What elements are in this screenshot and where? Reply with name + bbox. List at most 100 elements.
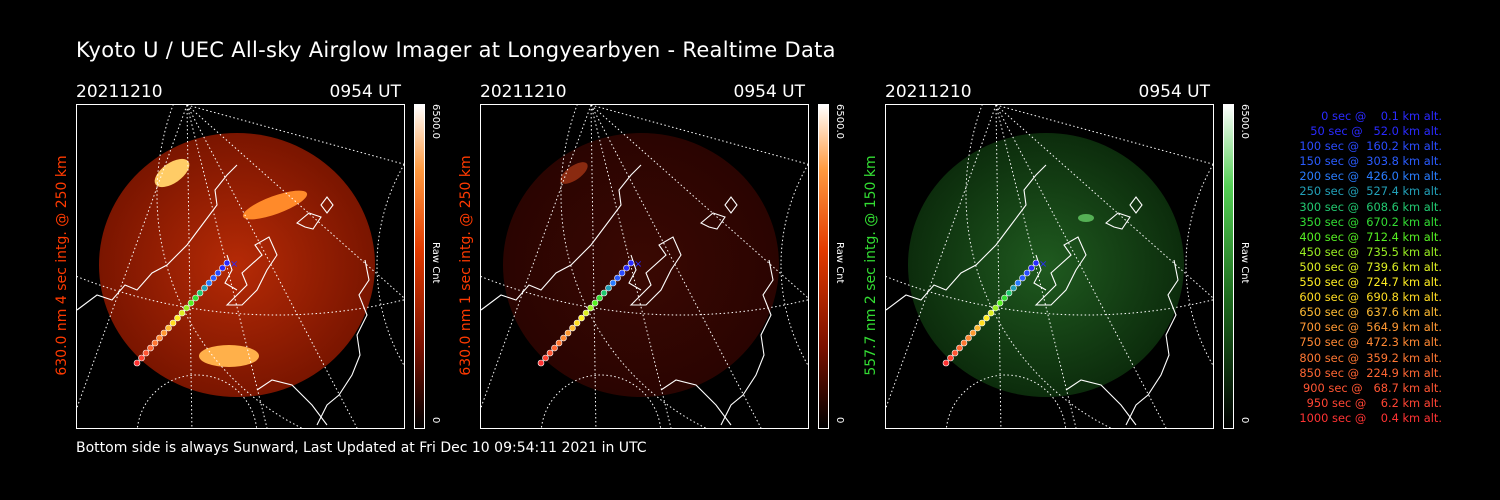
trajectory-point [542,354,549,362]
coastline [886,164,1047,311]
coastline [660,379,732,426]
coastline [1105,196,1143,230]
coastline [720,259,774,426]
trajectory-point [623,264,630,272]
trajectory-legend: 0 sec @ 0.1 km alt. 50 sec @ 52.0 km alt… [1262,109,1442,426]
trajectory-point [992,304,999,312]
colorbar-min: 0 [834,417,845,424]
trajectory-point [546,349,554,357]
colorbar [818,104,829,429]
footer-note: Bottom side is always Sunward, Last Upda… [76,440,647,456]
legend-entry: 400 sec @ 712.4 km alt. [1299,229,1442,244]
colorbar-unit: Raw Cnt [834,242,845,284]
coastline [256,379,328,426]
legend-entry: 750 sec @ 472.3 km alt. [1299,335,1442,350]
page-title: Kyoto U / UEC All-sky Airglow Imager at … [76,38,836,62]
colorbar-unit: Raw Cnt [430,242,441,284]
trajectory-point [165,324,172,332]
coastline [629,236,682,306]
trajectory-point [569,324,576,332]
trajectory-point [600,289,608,297]
trajectory-point [614,274,621,282]
coastline [225,236,278,306]
trajectory-point [983,314,990,322]
legend-entry: 650 sec @ 637.6 km alt. [1299,305,1442,320]
legend-entry: 200 sec @ 426.0 km alt. [1299,169,1442,184]
trajectory-point [183,304,190,312]
latitude-circle [780,163,808,367]
trajectory-point [1005,289,1013,297]
trajectory-point [205,279,213,287]
coastline [316,259,370,426]
legend-entry: 150 sec @ 303.8 km alt. [1299,154,1442,169]
trajectory-point [1010,284,1017,292]
trajectory-point [951,349,959,357]
trajectory-point [609,279,617,287]
trajectory-point [219,264,226,272]
trajectory-point [223,259,231,267]
allsky-image-630-4s: × [76,104,405,429]
legend-entry: 0 sec @ 0.1 km alt. [1310,109,1442,123]
aurora-patch [199,345,259,367]
coastline [77,164,238,311]
panel-date: 20211210 [480,82,567,102]
trajectory-point [214,269,222,277]
panel-ylabel: 630.0 nm 1 sec intg. @ 250 km [458,155,474,376]
trajectory-point [1001,294,1008,302]
trajectory-point [1023,269,1031,277]
colorbar-max: 6500.0 [1239,104,1250,139]
trajectory-point [947,354,954,362]
coastline [296,196,334,230]
trajectory-marker-icon: × [230,259,238,270]
trajectory-point [192,294,199,302]
trajectory-point [1014,279,1022,287]
legend-entry: 550 sec @ 724.7 km alt. [1299,275,1442,290]
trajectory-point [596,294,603,302]
legend-entry: 250 sec @ 527.4 km alt. [1299,184,1442,199]
trajectory-point [942,359,950,367]
trajectory-point [978,319,986,327]
trajectory-marker-icon: × [634,259,642,270]
colorbar [1223,104,1234,429]
trajectory-point [138,354,145,362]
trajectory-point [160,329,168,337]
trajectory-point [201,284,208,292]
trajectory-point [956,344,963,352]
trajectory-point [1019,274,1026,282]
trajectory-point [627,259,635,267]
aurora-patch [560,162,588,184]
meridian-line [590,105,597,428]
legend-entry: 300 sec @ 608.6 km alt. [1299,199,1442,214]
trajectory-point [969,329,977,337]
latitude-circle [376,163,404,367]
trajectory-point [142,349,150,357]
panel-time: 0954 UT [1138,82,1211,102]
trajectory-point [178,309,186,317]
meridian-line [995,105,1167,428]
coastline [700,196,738,230]
trajectory-point [1032,259,1040,267]
coastline [1034,236,1087,306]
meridian-line [77,105,188,409]
latitude-circle [481,275,808,316]
trajectory-point [196,289,204,297]
legend-entry: 800 sec @ 359.2 km alt. [1299,350,1442,365]
aurora-patch [1078,214,1094,222]
trajectory-point [591,299,599,307]
panel-3: 20211210 0954 UT × 6500.0 Raw Cnt 0 557.… [863,80,1265,440]
trajectory-point [151,339,159,347]
trajectory-point [987,309,995,317]
trajectory-point [564,329,572,337]
panel-time: 0954 UT [329,82,402,102]
trajectory-point [210,274,217,282]
coastline [1125,259,1179,426]
legend-entry: 100 sec @ 160.2 km alt. [1299,139,1442,154]
legend-entry: 700 sec @ 564.9 km alt. [1299,320,1442,335]
trajectory-point [1028,264,1035,272]
panel-ylabel: 630.0 nm 4 sec intg. @ 250 km [54,155,70,376]
trajectory-point [618,269,626,277]
trajectory-point [996,299,1004,307]
meridian-line [186,105,193,428]
colorbar-min: 0 [430,417,441,424]
meridian-line [995,105,1002,428]
